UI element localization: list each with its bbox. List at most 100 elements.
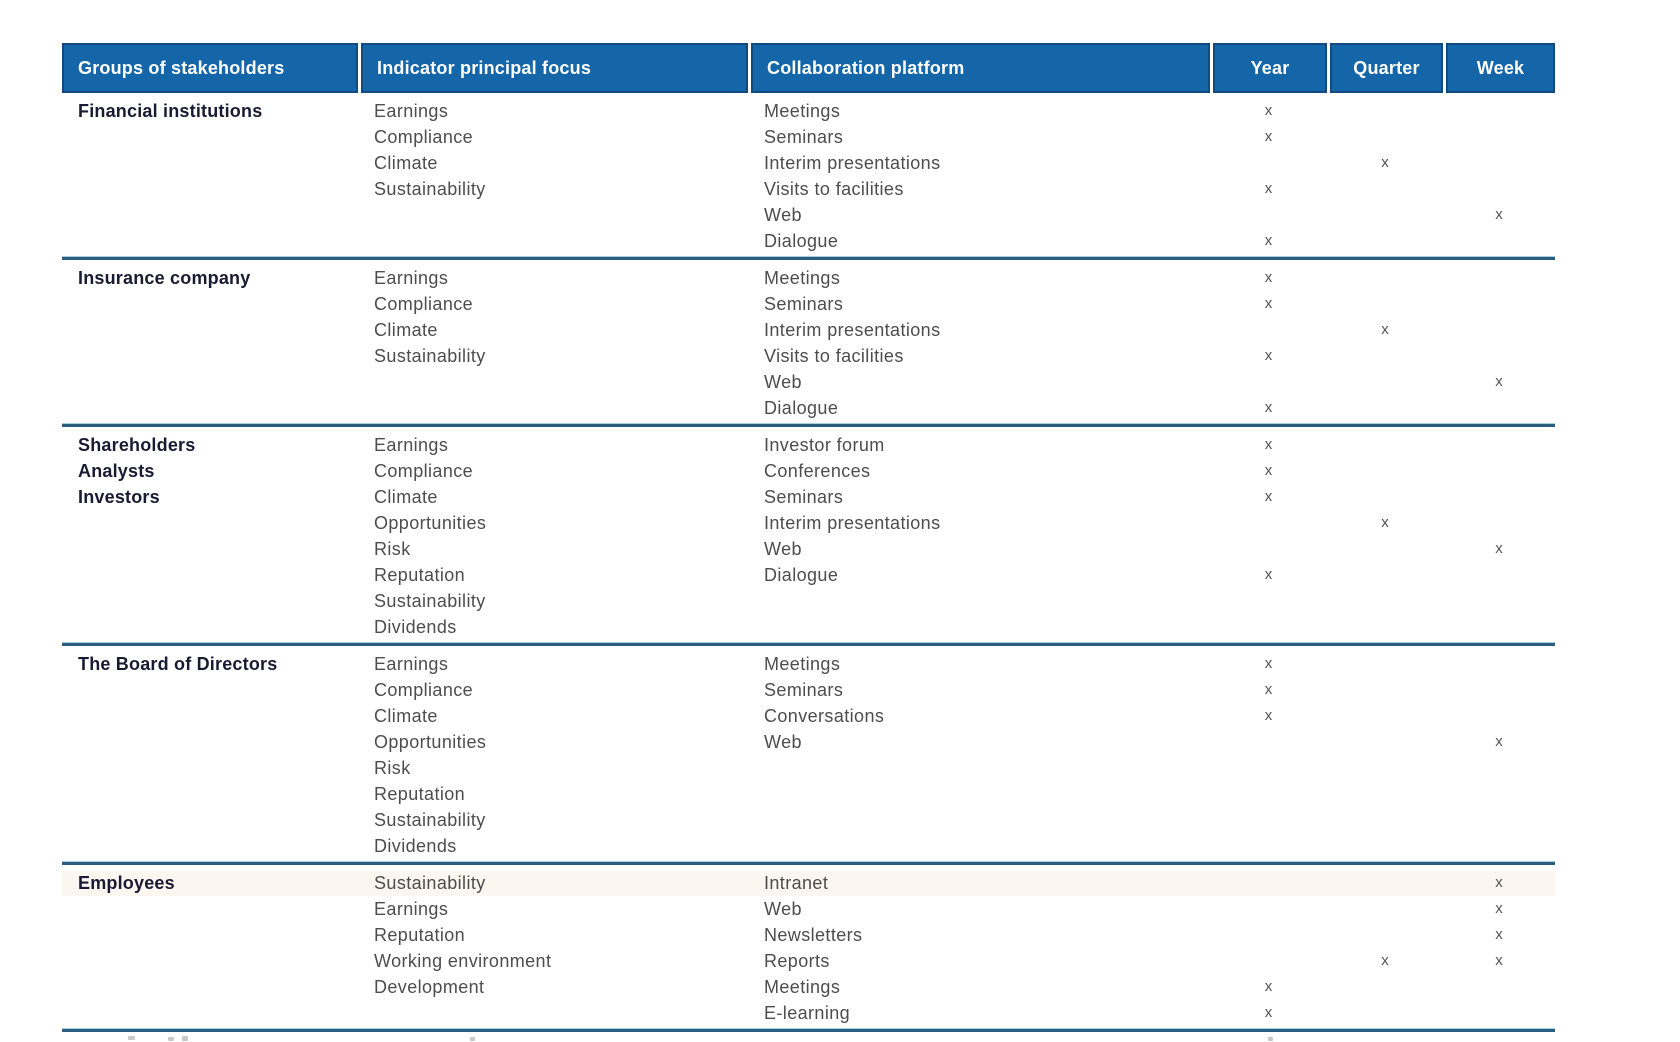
week-mark [1443,974,1555,1000]
group-name: Analysts [78,461,155,481]
platform-item: Meetings [764,654,841,674]
column-header-label: Year [1250,57,1290,78]
quarter-mark [1327,98,1443,124]
indicator-item: Compliance [374,294,474,314]
group-name: Insurance company [78,268,251,288]
platform-item: Seminars [764,127,844,147]
indicator-item: Climate [374,320,438,340]
year-mark [1210,729,1327,755]
table-row-1: Financial institutions Earnings Compliance… [62,93,1555,260]
year-mark: x [1264,295,1273,312]
year-mark [1210,922,1327,948]
platform-cell: Meetings Seminars Interim presentations Vis… [748,265,1210,421]
quarter-mark [1327,265,1443,291]
platform-item: Interim presentations [764,513,941,533]
indicator-item: Climate [374,706,438,726]
column-header-label: Week [1476,57,1525,78]
indicator-item: Compliance [374,461,474,481]
quarter-mark: x [1381,321,1389,338]
group-name: Investors [78,487,160,507]
platform-item: Web [764,372,802,392]
year-mark [1210,202,1327,228]
group-cell: Insurance company [62,265,358,421]
week-mark [1443,150,1555,176]
week-mark-cell: x [1443,651,1555,859]
platform-item: Meetings [764,101,841,121]
platform-item: Newsletters [764,925,863,945]
indicator-item: Earnings [374,899,449,919]
quarter-mark [1327,395,1443,421]
indicator-item: Sustainability [374,810,486,830]
quarter-mark [1327,484,1443,510]
year-mark [1210,870,1327,896]
week-mark [1443,651,1555,677]
week-mark [1443,677,1555,703]
platform-cell: Intranet Web Newsletters Reports Meetings E-l… [748,870,1210,1026]
week-mark: x [1495,874,1503,891]
year-mark: x [1264,180,1273,197]
year-mark: x [1264,1004,1273,1021]
week-mark: x [1495,206,1503,223]
week-mark [1443,124,1555,150]
year-mark: x [1264,681,1273,698]
indicator-item: Earnings [374,268,449,288]
platform-item: Dialogue [764,565,839,585]
platform-cell: Investor forum Conferences Seminars Interim… [748,432,1210,640]
indicator-cell: Earnings Compliance Climate Sustainability [358,265,748,421]
indicator-item: Climate [374,487,438,507]
quarter-mark [1327,562,1443,588]
indicator-item: Risk [374,758,411,778]
stakeholder-table: Groups of stakeholders Indicator principa… [62,43,1555,1032]
column-header-cell: Collaboration platform [751,43,1210,93]
year-mark [1210,317,1327,343]
week-mark [1443,1000,1555,1026]
column-header-cell: Quarter [1330,43,1443,93]
group-cell: Employees [62,870,358,1026]
indicator-item: Reputation [374,784,466,804]
week-mark [1443,265,1555,291]
platform-item: Web [764,899,802,919]
quarter-mark-cell: x [1327,265,1443,421]
quarter-mark [1327,536,1443,562]
year-mark [1210,150,1327,176]
quarter-mark [1327,1000,1443,1026]
year-mark: x [1264,566,1273,583]
quarter-mark: x [1381,952,1389,969]
platform-item: Meetings [764,977,841,997]
column-header-quarter: Quarter [1327,43,1443,93]
platform-item: Meetings [764,268,841,288]
indicator-item: Sustainability [374,179,486,199]
week-mark [1443,510,1555,536]
week-mark [1443,98,1555,124]
quarter-mark [1327,974,1443,1000]
platform-item: Interim presentations [764,320,941,340]
week-mark [1443,395,1555,421]
platform-item: Conversations [764,706,885,726]
scan-highlight-artifact [62,871,1555,896]
year-mark [1210,948,1327,974]
column-header-label: Collaboration platform [767,57,965,78]
quarter-mark [1327,729,1443,755]
group-name: Shareholders [78,435,196,455]
quarter-mark-cell [1327,651,1443,859]
indicator-item: Opportunities [374,513,487,533]
quarter-mark [1327,870,1443,896]
week-mark [1443,317,1555,343]
column-header-cell: Week [1446,43,1555,93]
week-mark-cell: x [1443,432,1555,640]
platform-item: Seminars [764,487,844,507]
group-cell: Shareholders Analysts Investors [62,432,358,640]
column-header-label: Groups of stakeholders [78,57,285,78]
column-header-label: Indicator principal focus [377,57,592,78]
column-header-cell: Indicator principal focus [361,43,748,93]
week-mark: x [1495,540,1503,557]
quarter-mark [1327,343,1443,369]
week-mark [1443,562,1555,588]
column-header-year: Year [1210,43,1327,93]
cropped-text-artifact [168,1037,174,1041]
year-mark: x [1264,462,1273,479]
